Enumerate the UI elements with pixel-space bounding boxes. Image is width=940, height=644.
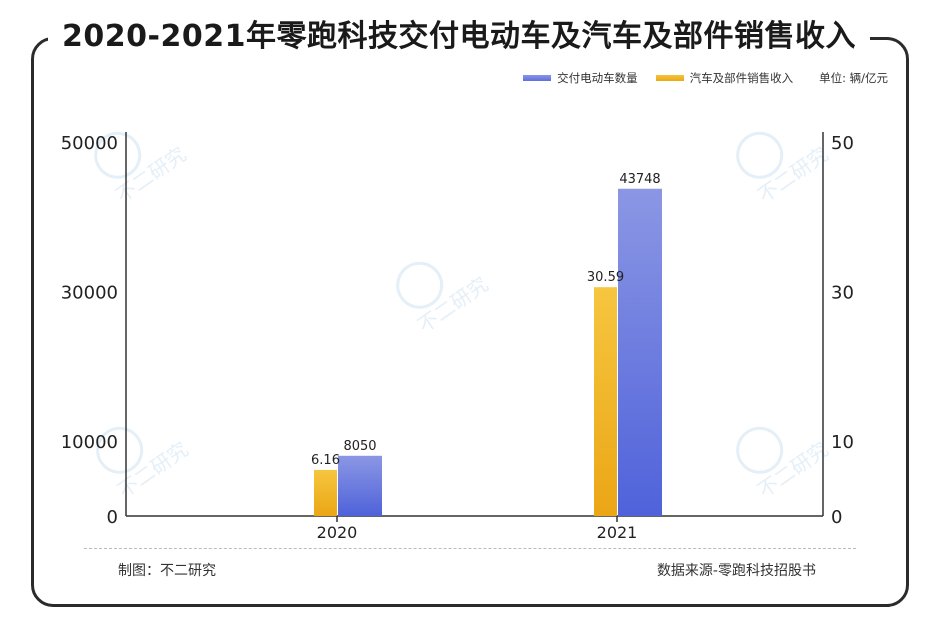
y-right-tick-label: 0	[831, 507, 842, 528]
data-label-revenue-2020: 6.16	[311, 453, 340, 468]
watermark-text: 不二研究	[111, 142, 190, 208]
unit-label: 单位: 辆/亿元	[819, 71, 888, 85]
x-category-label: 2020	[317, 523, 358, 542]
watermark-logo-icon	[396, 261, 444, 309]
data-label-revenue-2021: 30.59	[587, 270, 624, 285]
legend-swatch-revenue	[655, 75, 684, 81]
watermark-logo-icon	[736, 131, 784, 179]
axes: 0 10000 30000 50000 0 10 30 50 2020 2021	[61, 132, 854, 542]
bar-revenue-2020	[314, 469, 337, 516]
legend: 交付电动车数量 汽车及部件销售收入 单位: 辆/亿元	[505, 70, 888, 86]
y-right-tick-label: 50	[831, 133, 854, 154]
legend-swatch-deliveries	[523, 75, 552, 81]
legend-label-revenue: 汽车及部件销售收入	[689, 71, 794, 85]
watermark-text: 不二研究	[413, 272, 492, 338]
bar-revenue-2021	[594, 287, 617, 516]
watermark-5: 不二研究	[736, 426, 833, 503]
watermark-4: 不二研究	[736, 131, 833, 208]
watermark-logo-icon	[94, 131, 142, 179]
watermark-text: 不二研究	[113, 437, 192, 503]
footer-source: 数据来源-零跑科技招股书	[656, 563, 816, 579]
data-label-deliveries-2020: 8050	[343, 439, 376, 454]
watermark-text: 不二研究	[753, 437, 832, 503]
watermark-2: 不二研究	[396, 261, 493, 338]
watermark-text: 不二研究	[753, 142, 832, 208]
chart-title: 2020-2021年零跑科技交付电动车及汽车及部件销售收入	[48, 14, 870, 60]
x-category-label: 2021	[597, 523, 638, 542]
legend-item-deliveries: 交付电动车数量	[523, 70, 638, 86]
y-right-tick-label: 30	[831, 283, 854, 304]
footer-credit: 制图：不二研究	[118, 563, 216, 579]
legend-item-revenue: 汽车及部件销售收入	[655, 70, 794, 86]
watermark-logo-icon	[736, 426, 784, 474]
y-left-tick-label: 50000	[61, 133, 118, 154]
bars	[314, 188, 662, 516]
data-label-deliveries-2021: 43748	[619, 172, 660, 187]
y-left-tick-label: 10000	[61, 432, 118, 453]
bar-deliveries-2021	[618, 188, 662, 516]
y-right-tick-label: 10	[831, 432, 854, 453]
bar-deliveries-2020	[338, 455, 382, 516]
watermark-logo-icon	[96, 426, 144, 474]
legend-label-deliveries: 交付电动车数量	[557, 71, 638, 85]
y-left-tick-label: 0	[107, 507, 118, 528]
footer-divider	[84, 548, 856, 549]
watermark-1: 不二研究	[94, 131, 191, 208]
y-left-tick-label: 30000	[61, 283, 118, 304]
